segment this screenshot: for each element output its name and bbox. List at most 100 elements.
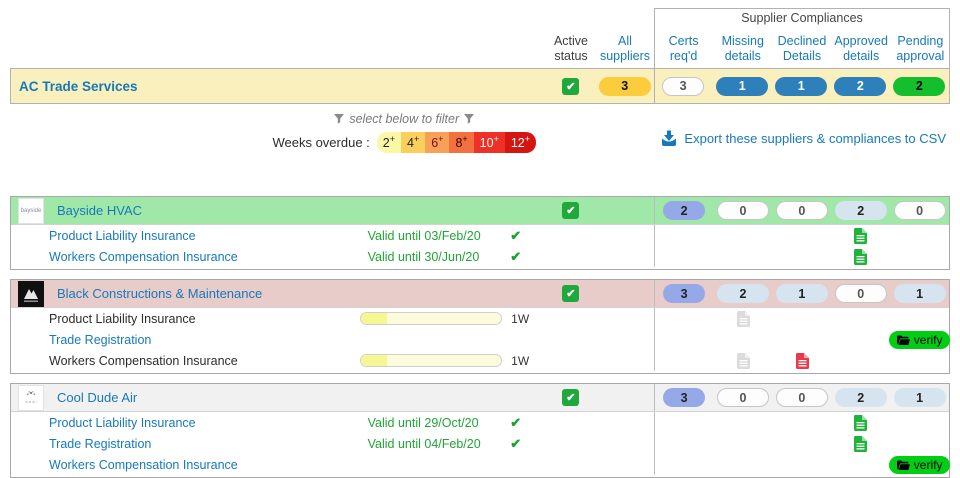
certs-reqd-column-header[interactable]: Certs req'd: [668, 33, 699, 63]
filter-hint-text: select below to filter: [349, 112, 460, 126]
declined-details-count-pill[interactable]: 1: [775, 284, 828, 303]
checkbox-check-icon: ✔: [566, 205, 576, 217]
compliance-name: Workers Compensation Insurance: [49, 353, 238, 368]
approved-details-count-pill[interactable]: 2: [834, 201, 887, 220]
filter-weeks-10plus[interactable]: 10+: [473, 132, 505, 154]
building-icon: [24, 288, 38, 302]
missing-details-count-pill[interactable]: 0: [716, 201, 769, 220]
compliance-name-link[interactable]: Workers Compensation Insurance: [49, 457, 238, 472]
active-status-checkbox[interactable]: ✔: [562, 285, 580, 302]
verify-button[interactable]: verify: [888, 455, 951, 474]
approved-document-icon[interactable]: [854, 227, 868, 244]
compliance-row: Trade Registration verify: [11, 329, 951, 350]
active-status-column-header: Active status: [553, 33, 589, 63]
valid-check-icon: ✔: [510, 227, 522, 243]
verify-button[interactable]: verify: [888, 330, 951, 349]
checkbox-check-icon: ✔: [566, 288, 576, 300]
certs-reqd-count-pill[interactable]: 2: [663, 201, 706, 220]
overdue-progress-bar: [360, 312, 503, 325]
pending-approval-column-header[interactable]: Pending approval: [896, 33, 945, 63]
compliance-row: Trade Registration Valid until 04/Feb/20…: [11, 433, 949, 454]
compliance-row: Product Liability Insurance Valid until …: [11, 225, 949, 246]
compliance-row: Workers Compensation Insurance verify: [11, 454, 951, 475]
pending-approval-count-pill[interactable]: 0: [893, 201, 946, 220]
checkbox-check-icon: ✔: [566, 392, 576, 404]
certs-reqd-count-pill[interactable]: 3: [663, 284, 706, 303]
approved-details-count-pill[interactable]: 0: [834, 284, 887, 303]
valid-check-icon: ✔: [510, 414, 522, 430]
supplier-compliances-group-title: Supplier Compliances: [741, 11, 863, 25]
filter-funnel-icon: [334, 114, 345, 124]
column-header-row: Active status All suppliers Certs req'd …: [10, 8, 950, 68]
filter-hint: select below to filter: [334, 112, 475, 126]
overdue-weeks-label: 1W: [511, 311, 530, 326]
compliance-name-link[interactable]: Product Liability Insurance: [49, 415, 196, 430]
filter-bar: select below to filter Weeks overdue : 2…: [10, 112, 950, 174]
approved-document-icon[interactable]: [854, 435, 868, 452]
verify-button-label: verify: [913, 332, 943, 347]
supplier-name-link[interactable]: Black Constructions & Maintenance: [57, 286, 263, 301]
approved-details-column-header[interactable]: Approved details: [834, 33, 888, 63]
supplier-section-cool-dude-air: Cool Dude Air ✔ 3 0 0 2 1 Product Liabil…: [10, 383, 951, 478]
missing-document-icon: [737, 310, 751, 327]
certs-reqd-count-pill[interactable]: 3: [662, 76, 705, 96]
all-suppliers-column-header[interactable]: All suppliers: [599, 33, 651, 63]
download-icon[interactable]: [661, 130, 677, 147]
open-folder-icon: [896, 460, 910, 470]
supplier-header-row: Black Constructions & Maintenance ✔ 3 2 …: [11, 280, 949, 308]
missing-details-column-header[interactable]: Missing details: [721, 33, 764, 63]
summary-row-ac-trade-services: AC Trade Services ✔ 3 3 1 1 2 2: [10, 68, 950, 104]
supplier-section-black-constructions: Black Constructions & Maintenance ✔ 3 2 …: [10, 279, 951, 374]
overdue-progress-bar: [360, 354, 503, 367]
summary-supplier-group-name[interactable]: AC Trade Services: [19, 78, 138, 94]
approved-details-count-pill[interactable]: 2: [834, 388, 887, 407]
all-suppliers-count-pill[interactable]: 3: [598, 76, 651, 96]
compliance-name-link[interactable]: Trade Registration: [49, 436, 152, 451]
certs-reqd-count-pill[interactable]: 3: [663, 388, 706, 407]
supplier-header-row: Cool Dude Air ✔ 3 0 0 2 1: [11, 384, 949, 412]
declined-details-count-pill[interactable]: 1: [775, 76, 828, 96]
compliance-row: Product Liability Insurance 1W: [11, 308, 949, 329]
validity-text: Valid until 29/Oct/20: [367, 415, 479, 430]
supplier-name-link[interactable]: Cool Dude Air: [57, 390, 138, 405]
declined-details-column-header[interactable]: Declined Details: [777, 33, 827, 63]
approved-document-icon[interactable]: [854, 248, 868, 265]
pending-approval-count-pill[interactable]: 1: [893, 284, 946, 303]
filter-weeks-4plus[interactable]: 4+: [401, 132, 426, 154]
active-status-checkbox[interactable]: ✔: [562, 202, 580, 219]
checkbox-check-icon: ✔: [566, 80, 576, 93]
compliance-row: Product Liability Insurance Valid until …: [11, 412, 949, 433]
filter-weeks-2plus[interactable]: 2+: [376, 132, 401, 154]
pending-approval-count-pill[interactable]: 2: [893, 76, 946, 96]
header-and-summary: Active status All suppliers Certs req'd …: [10, 8, 950, 104]
validity-text: Valid until 30/Jun/20: [367, 249, 480, 264]
supplier-logo-text: bayside: [20, 207, 42, 214]
weeks-overdue-label: Weeks overdue :: [272, 135, 370, 151]
missing-details-count-pill[interactable]: 0: [716, 388, 769, 407]
export-csv-link[interactable]: Export these suppliers & compliances to …: [684, 131, 946, 146]
declined-details-count-pill[interactable]: 0: [775, 388, 828, 407]
approved-document-icon[interactable]: [854, 414, 868, 431]
compliance-name-link[interactable]: Trade Registration: [49, 332, 152, 347]
missing-details-count-pill[interactable]: 2: [716, 284, 769, 303]
compliance-name-link[interactable]: Product Liability Insurance: [49, 228, 196, 243]
missing-details-count-pill[interactable]: 1: [716, 76, 769, 96]
pending-approval-count-pill[interactable]: 1: [893, 388, 946, 407]
snowflake-icon: [25, 390, 37, 402]
open-folder-icon: [896, 335, 910, 345]
declined-document-icon[interactable]: [795, 352, 809, 369]
compliance-row: Workers Compensation Insurance 1W: [11, 350, 949, 371]
active-status-checkbox[interactable]: ✔: [562, 389, 580, 406]
declined-details-count-pill[interactable]: 0: [775, 201, 828, 220]
filter-weeks-12plus[interactable]: 12+: [504, 132, 536, 154]
approved-details-count-pill[interactable]: 2: [834, 76, 887, 96]
compliance-name-link[interactable]: Workers Compensation Insurance: [49, 249, 238, 264]
valid-check-icon: ✔: [510, 435, 522, 451]
compliance-name: Product Liability Insurance: [49, 311, 196, 326]
filter-weeks-6plus[interactable]: 6+: [425, 132, 450, 154]
filter-weeks-8plus[interactable]: 8+: [449, 132, 474, 154]
compliance-row: Workers Compensation Insurance Valid unt…: [11, 246, 949, 267]
active-status-checkbox[interactable]: ✔: [562, 77, 580, 95]
supplier-name-link[interactable]: Bayside HVAC: [57, 203, 143, 218]
supplier-header-row: bayside Bayside HVAC ✔ 2 0 0 2 0: [11, 197, 949, 225]
